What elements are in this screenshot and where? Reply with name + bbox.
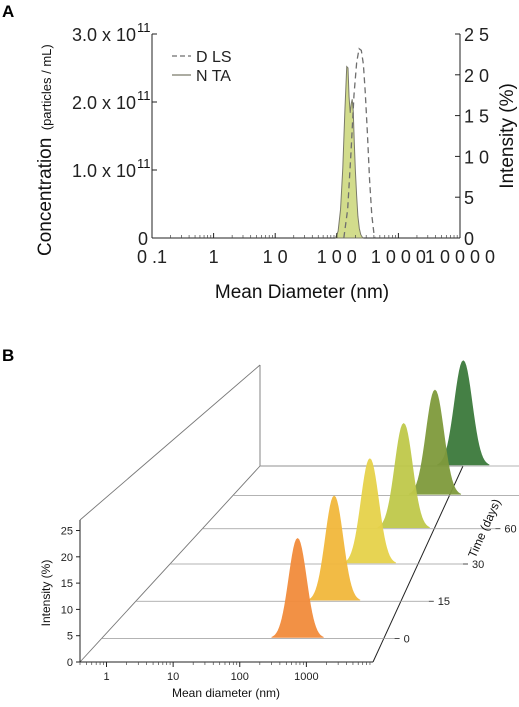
plot-b-y-tick-label: 0: [67, 657, 73, 669]
plot-b-peak-day-15: [308, 495, 361, 601]
plot-b-z-ticks: 120906030150: [394, 524, 517, 645]
plot-a-y-left-tick-exponent: 11: [137, 20, 151, 35]
plot-b-x-tick-label: 100: [231, 671, 249, 683]
plot-a-y-left-title: Concentration (particles / mL): [35, 44, 56, 256]
plot-b-y-tick-label: 20: [61, 552, 73, 564]
plot-a-y-right-tick-label: 2 0: [464, 66, 489, 86]
plot-b-x-tick-label: 1: [103, 671, 109, 683]
plot-a-y-left-tick-exponent: 11: [137, 156, 151, 171]
legend-dls-label: D LS: [196, 49, 232, 66]
plot-a-y-right-ticks: 0 5 1 0 1 5 2 0 2 5: [455, 25, 489, 249]
plot-a-y-right-tick-label: 2 5: [464, 25, 489, 45]
plot-a-x-tick-label: 0 .1: [137, 247, 167, 267]
plot-a-legend: D LS N TA: [172, 49, 232, 85]
plot-a-x-tick-label: 1 0: [263, 247, 288, 267]
plot-b-z-tick-label: 0: [404, 633, 410, 645]
plot-a-series: [334, 47, 376, 239]
plot-b-peak-day-30: [343, 458, 397, 564]
plot-a-y-left-tick-label: 1.0 x 10: [72, 161, 136, 181]
plot-b-z-tick-label: 30: [472, 559, 484, 571]
plot-b-y-ticks: 0 5 10 15 20 25: [61, 526, 80, 669]
plot-b-back-top: [79, 364, 261, 521]
plot-a-x-axis-title: Mean Diameter (nm): [215, 282, 389, 303]
plot-b-y-tick-label: 15: [61, 578, 73, 590]
plot-a-x-tick-label: 1 0 0: [317, 247, 357, 267]
svg-text:Concentration (particl: Concentration (particles / mL): [35, 44, 56, 256]
plot-a-y-left-tick-mantissa: 0: [138, 229, 148, 249]
plot-b-x-tick-label: 1000: [294, 671, 318, 683]
plot-a-y-left-ticks: 01.0 x 10 112.0 x 10 113.0 x 10 11: [72, 20, 157, 249]
dls-series-line: [343, 47, 376, 239]
plot-b-x-axis-title: Mean diameter (nm): [172, 686, 280, 700]
plot-b-x-tick-label: 10: [167, 671, 179, 683]
plot-a-y-left-tick-label: 0: [138, 229, 148, 249]
plot-a-y-left-title-main: Concentration: [35, 138, 56, 256]
plot-b-peak-day-60: [377, 422, 430, 528]
plot-a-y-left-title-unit: (particles / mL): [39, 44, 54, 130]
panel-label-b: B: [2, 346, 14, 365]
plot-a-y-left-tick-mantissa: 1.0 x 10: [72, 161, 136, 181]
plot-a-y-right-tick-label: 1 0: [464, 147, 489, 167]
plot-b-y-tick-label: 10: [61, 604, 73, 616]
plot-b-y-tick-label: 5: [67, 631, 73, 643]
plot-a-y-right-tick-label: 5: [464, 188, 474, 208]
plot-b-peak-day-90: [408, 389, 462, 495]
plot-a-y-right-tick-label: 0: [464, 229, 474, 249]
plot-a-y-left-tick-exponent: 11: [137, 88, 151, 103]
plot-b-series: [271, 360, 490, 638]
plot-b-peak-day-0: [271, 538, 324, 638]
nta-series-area: [334, 65, 364, 239]
plot-b-y-axis-title: Intensity (%): [39, 560, 53, 627]
legend-nta-label: N TA: [196, 68, 231, 85]
plot-a-x-tick-label: 1 0 0 0: [371, 247, 426, 267]
plot-b-y-tick-label: 25: [61, 526, 73, 538]
plot-a-y-right-tick-label: 1 5: [464, 107, 489, 127]
panel-label-a: A: [2, 2, 14, 21]
plot-a-x-tick-label: 1: [209, 247, 219, 267]
plot-a-y-right-title: Intensity (%): [497, 83, 518, 189]
plot-b-z-tick-label: 15: [438, 596, 450, 608]
plot-b-x-ticks: 1 10 100 1000: [79, 662, 371, 683]
plot-a-y-left-tick-label: 2.0 x 10: [72, 93, 136, 113]
plot-a-x-tick-label: 1 0 0 0 0: [425, 247, 495, 267]
plot-a-y-left-tick-label: 3.0 x 10: [72, 25, 136, 45]
plot-a-y-left-tick-mantissa: 3.0 x 10: [72, 25, 136, 45]
plot-a-y-left-tick-mantissa: 2.0 x 10: [72, 93, 136, 113]
plot-b-z-tick-label: 60: [504, 524, 516, 536]
